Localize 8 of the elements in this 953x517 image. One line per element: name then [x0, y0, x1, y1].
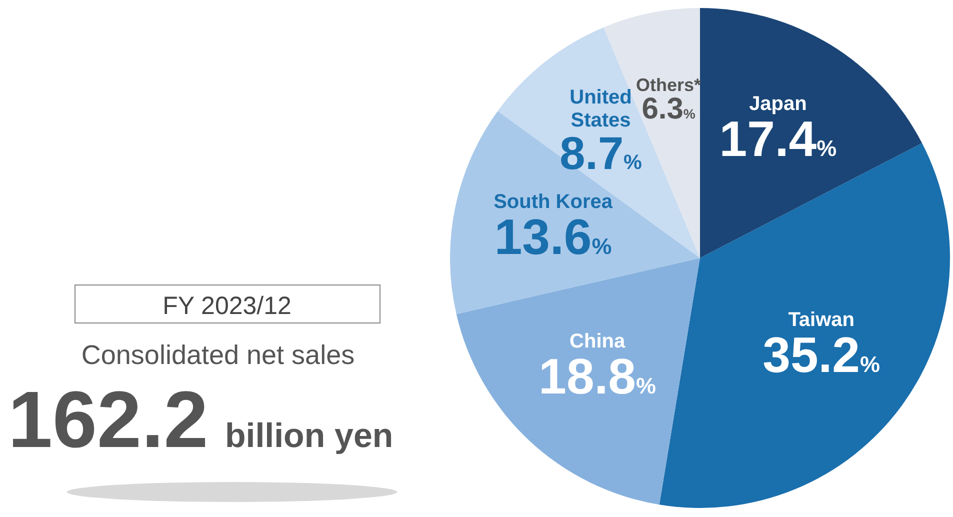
text: billion yen	[225, 417, 394, 455]
data-label: 6.3%	[642, 92, 696, 126]
text: 162.2	[8, 375, 208, 464]
text: FY 2023/12	[162, 292, 292, 320]
pie-slice	[456, 258, 700, 505]
slice-label: Japan	[749, 92, 807, 115]
text: Consolidated net sales	[81, 340, 355, 370]
pie-slice	[700, 8, 922, 258]
